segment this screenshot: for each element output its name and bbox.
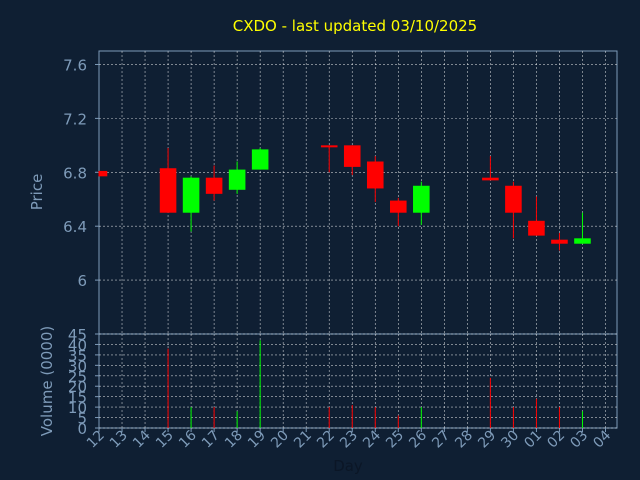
candle-body xyxy=(99,170,108,177)
x-tick-label: 01 xyxy=(521,428,545,452)
volume-tick-label: 45 xyxy=(68,326,87,344)
candle-body xyxy=(413,185,430,213)
candle-body xyxy=(205,177,223,194)
price-tick-label: 6 xyxy=(77,272,87,290)
x-tick-label: 02 xyxy=(544,428,568,452)
x-tick-label: 25 xyxy=(383,428,407,452)
x-tick-label: 28 xyxy=(452,428,476,452)
x-tick-label: 18 xyxy=(222,428,246,452)
volume-tick-label: 35 xyxy=(68,347,87,365)
price-tick-label: 7.6 xyxy=(63,56,87,74)
candle-body xyxy=(482,177,499,181)
candle-body xyxy=(182,177,200,213)
x-tick-label: 17 xyxy=(199,428,223,452)
x-axis-label: Day xyxy=(333,457,363,475)
x-tick-label: 16 xyxy=(176,427,200,451)
x-tick-label: 26 xyxy=(406,427,430,451)
volume-tick-label: 15 xyxy=(68,389,87,407)
volume-panel-frame xyxy=(98,333,618,429)
x-tick-label: 30 xyxy=(498,428,522,452)
volume-tick-label: 0 xyxy=(77,420,87,438)
volume-tick-label: 5 xyxy=(77,410,87,428)
price-tick-label: 6.4 xyxy=(63,218,87,236)
candle-body xyxy=(505,185,522,213)
candle-body xyxy=(366,161,384,189)
volume-tick-label: 20 xyxy=(68,378,87,396)
candle-body xyxy=(343,145,361,167)
x-tick-label: 03 xyxy=(567,428,591,452)
candle-body xyxy=(159,168,177,213)
x-tick-label: 04 xyxy=(590,427,614,451)
volume-tick-label: 25 xyxy=(68,368,87,386)
x-tick-label: 19 xyxy=(245,428,269,452)
volume-tick-label: 10 xyxy=(68,399,87,417)
candle-body xyxy=(320,145,338,148)
price-axis-label: Price xyxy=(28,174,46,211)
x-tick-label: 21 xyxy=(291,428,315,452)
volume-axis-label: Volume (0000) xyxy=(38,326,56,436)
x-tick-label: 12 xyxy=(84,428,108,452)
x-tick-label: 20 xyxy=(268,428,292,452)
x-tick-label: 15 xyxy=(153,428,177,452)
x-tick-label: 23 xyxy=(337,428,361,452)
plot-area: 12 13 14 15 16 17 18 19 20 21 22 23 24 25 26 27 28 29 30 01… xyxy=(63,50,618,452)
candle-body xyxy=(574,238,591,244)
x-tick-label: 13 xyxy=(107,428,131,452)
candle-body xyxy=(390,200,407,213)
candle-body xyxy=(528,220,545,236)
price-tick-label: 7.2 xyxy=(63,110,87,128)
price-panel-frame xyxy=(98,50,618,335)
x-tick-label: 24 xyxy=(360,427,384,451)
x-tick-label: 14 xyxy=(130,427,154,451)
volume-tick-label: 40 xyxy=(68,336,87,354)
chart-title: CXDO - last updated 03/10/2025 xyxy=(233,17,477,35)
x-tick-label: 27 xyxy=(429,428,453,452)
price-tick-label: 6.8 xyxy=(63,164,87,182)
candle-body xyxy=(251,149,269,170)
candle-body xyxy=(551,239,568,244)
candle-body xyxy=(228,169,246,190)
x-tick-label: 29 xyxy=(475,428,499,452)
x-tick-label: 22 xyxy=(314,428,338,452)
volume-tick-label: 30 xyxy=(68,357,87,375)
